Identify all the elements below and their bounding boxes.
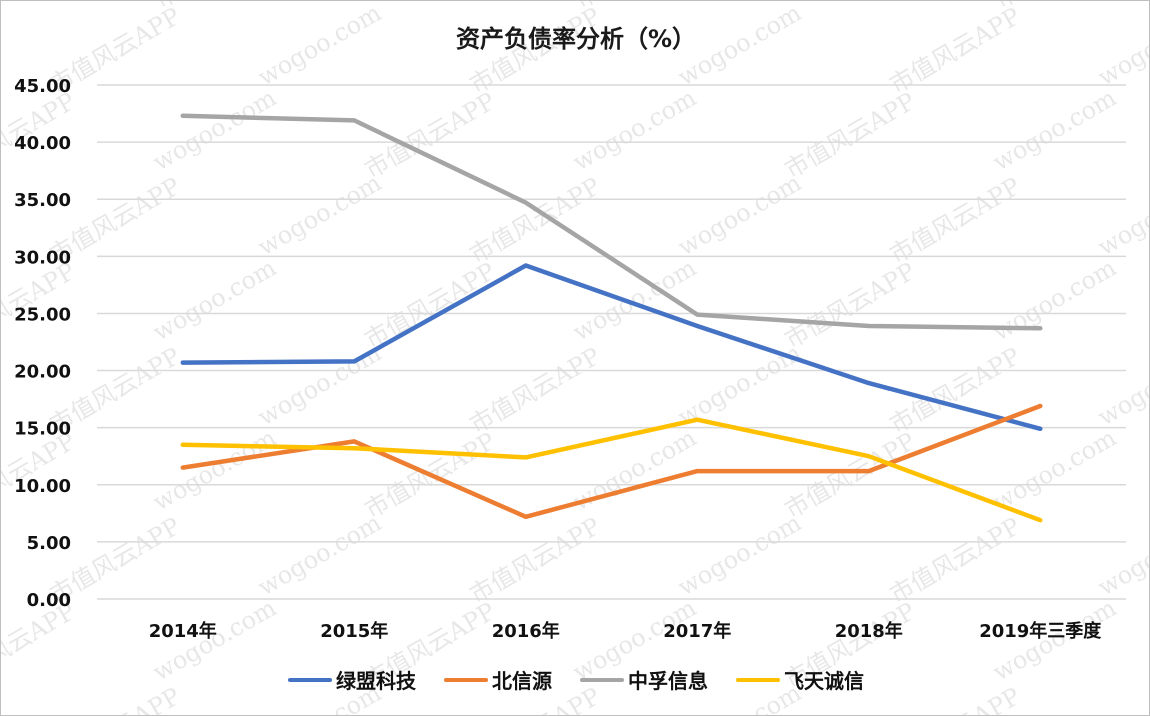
legend-line-icon [288,677,332,682]
x-axis-labels: 2014年 2015年 2016年 2017年 2018年 2019年三季度 [149,620,1103,642]
legend-item: 中孚信息 [580,665,708,694]
gridlines [97,84,1126,600]
series-line-中孚信息 [180,113,1043,331]
x-tick-label: 2017年 [663,620,731,642]
y-tick-label: 5.00 [27,533,71,554]
legend-label: 北信源 [492,669,552,693]
series-line-飞天诚信 [180,417,1043,523]
legend-label: 中孚信息 [628,669,708,693]
x-tick-label: 2016年 [492,620,560,642]
y-tick-label: 15.00 [14,419,71,440]
y-axis-labels: 0.00 5.00 10.00 15.00 20.00 25.00 30.00 35.00 40… [14,76,71,611]
y-tick-label: 10.00 [14,476,71,497]
series-lines [180,113,1043,523]
legend-label: 绿盟科技 [336,669,416,693]
legend-line-icon [444,677,488,682]
x-tick-label: 2015年 [320,620,388,642]
x-tick-label: 2014年 [149,620,217,642]
y-tick-label: 30.00 [14,247,71,268]
legend-item: 飞天诚信 [736,665,864,694]
y-tick-label: 20.00 [14,362,71,383]
legend-line-icon [736,677,780,682]
y-tick-label: 35.00 [14,190,71,211]
x-tick-label: 2019年三季度 [979,620,1102,642]
series-line-绿盟科技 [180,263,1043,432]
y-tick-label: 25.00 [14,304,71,325]
legend-label: 飞天诚信 [784,669,864,693]
y-tick-label: 45.00 [14,76,71,97]
legend-line-icon [580,677,624,682]
series-line-北信源 [180,403,1043,520]
y-tick-label: 40.00 [14,133,71,154]
chart-legend: 绿盟科技 北信源 中孚信息 飞天诚信 [1,665,1149,694]
y-tick-label: 0.00 [27,590,71,611]
legend-item: 绿盟科技 [288,665,416,694]
chart-title: 资产负债率分析（%） [455,25,697,53]
legend-item: 北信源 [444,665,552,694]
x-tick-label: 2018年 [835,620,903,642]
